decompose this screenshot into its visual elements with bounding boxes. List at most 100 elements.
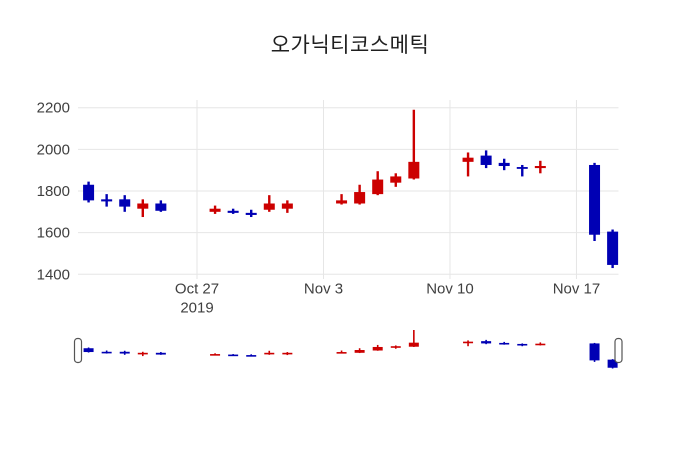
candle-body — [101, 199, 113, 202]
main-plot-area[interactable] — [78, 100, 619, 279]
rangeslider-candle — [607, 359, 618, 369]
rangeslider-right-handle[interactable] — [614, 337, 623, 364]
candle-body — [607, 231, 619, 265]
rangeslider-candle — [264, 350, 275, 355]
rangeslider-candle — [589, 342, 600, 362]
candle-body — [534, 166, 546, 169]
x-tick-label: Nov 17 — [553, 281, 601, 298]
rangeslider-candle-body — [210, 354, 221, 356]
rangeslider-candle — [336, 350, 347, 354]
candle-body — [480, 155, 492, 165]
candle — [408, 109, 420, 180]
rangeslider-candle — [228, 354, 239, 357]
rangeslider-candle-body — [246, 355, 257, 357]
rangeslider-candle-body — [119, 351, 130, 354]
rangeslider-candle — [155, 352, 166, 355]
candle — [372, 171, 384, 196]
candle-body — [462, 157, 474, 162]
candle-body — [354, 192, 366, 204]
rangeslider-candle-body — [517, 343, 528, 346]
rangeslider-candle-body — [282, 352, 293, 355]
candle — [245, 209, 257, 218]
candle — [516, 164, 528, 177]
candle — [209, 205, 221, 214]
candle-body — [408, 161, 420, 179]
candle — [354, 184, 366, 205]
rangeslider-candle-body — [336, 352, 347, 354]
candle-body — [516, 167, 528, 169]
candle-body — [498, 162, 510, 167]
rangeslider-candle-body — [390, 346, 401, 348]
rangeslider-candle-body — [264, 352, 275, 355]
rangeslider-candle — [246, 354, 257, 357]
candle — [390, 173, 402, 187]
candle-body — [227, 210, 239, 213]
y-tick-label: 1800 — [37, 183, 70, 200]
candle — [137, 199, 149, 218]
y-tick-label: 2200 — [37, 100, 70, 117]
candle — [607, 229, 619, 269]
candle — [263, 195, 275, 212]
candle — [462, 152, 474, 177]
rangeslider-candle — [390, 345, 401, 349]
candle — [480, 150, 492, 169]
rangeslider-candle-body — [228, 354, 239, 357]
x-tick-label: Nov 3 — [304, 281, 343, 298]
chart-title: 오가닉티코스메틱 — [270, 34, 430, 57]
rangeslider-candle-body — [101, 351, 112, 354]
x-tick-label: Oct 27 — [175, 281, 219, 298]
candle — [336, 194, 348, 205]
rangeslider-candle-body — [83, 348, 94, 353]
candle-body — [336, 200, 348, 204]
y-tick-label: 1600 — [37, 225, 70, 242]
rangeslider-candle — [499, 341, 510, 345]
candle-body — [245, 212, 257, 215]
x-tick-label: Nov 10 — [426, 281, 474, 298]
candle — [534, 160, 546, 174]
rangeslider-candle — [119, 350, 130, 355]
candle-body — [372, 179, 384, 195]
rangeslider-candle-body — [372, 346, 383, 351]
rangeslider-candle — [101, 350, 112, 354]
rangeslider-candle — [463, 340, 474, 347]
candle-body — [83, 184, 95, 201]
candle — [101, 194, 113, 207]
rangeslider-candle-body — [155, 352, 166, 355]
candle — [155, 200, 167, 212]
candle-body — [281, 203, 293, 209]
rangeslider-candle — [137, 351, 148, 357]
rangeslider-candle — [481, 339, 492, 345]
rangeslider-candle-body — [463, 341, 474, 344]
candle-body — [209, 208, 221, 212]
rangeslider-track[interactable] — [78, 326, 619, 375]
candle-body — [155, 203, 167, 211]
rangeslider-candle — [354, 348, 365, 354]
rangeslider-candle-body — [499, 342, 510, 345]
candle — [119, 195, 131, 212]
rangeslider-candle — [210, 353, 221, 356]
rangeslider-candle — [535, 342, 546, 346]
candle — [281, 200, 293, 213]
rangeslider-candle — [517, 343, 528, 347]
rangeslider-candle-body — [354, 350, 365, 353]
rangeslider-candle — [408, 330, 419, 347]
candle-body — [589, 164, 601, 235]
rangeslider-candle-body — [137, 352, 148, 355]
y-tick-label: 2000 — [37, 141, 70, 158]
rangeslider-left-handle[interactable] — [73, 337, 83, 364]
candle-body — [390, 176, 402, 183]
candle — [498, 158, 510, 171]
rangeslider-candle-body — [589, 343, 600, 361]
candle — [227, 208, 239, 214]
rangeslider-candle-body — [408, 342, 419, 347]
y-tick-label: 1400 — [37, 266, 70, 283]
candle — [589, 162, 601, 241]
rangeslider-candle-body — [535, 343, 546, 346]
candle-body — [263, 203, 275, 210]
rangeslider-candle — [372, 344, 383, 351]
x-tick-sublabel: 2019 — [180, 300, 213, 317]
rangeslider-candle — [83, 347, 94, 353]
rangeslider-candle-body — [607, 359, 618, 368]
